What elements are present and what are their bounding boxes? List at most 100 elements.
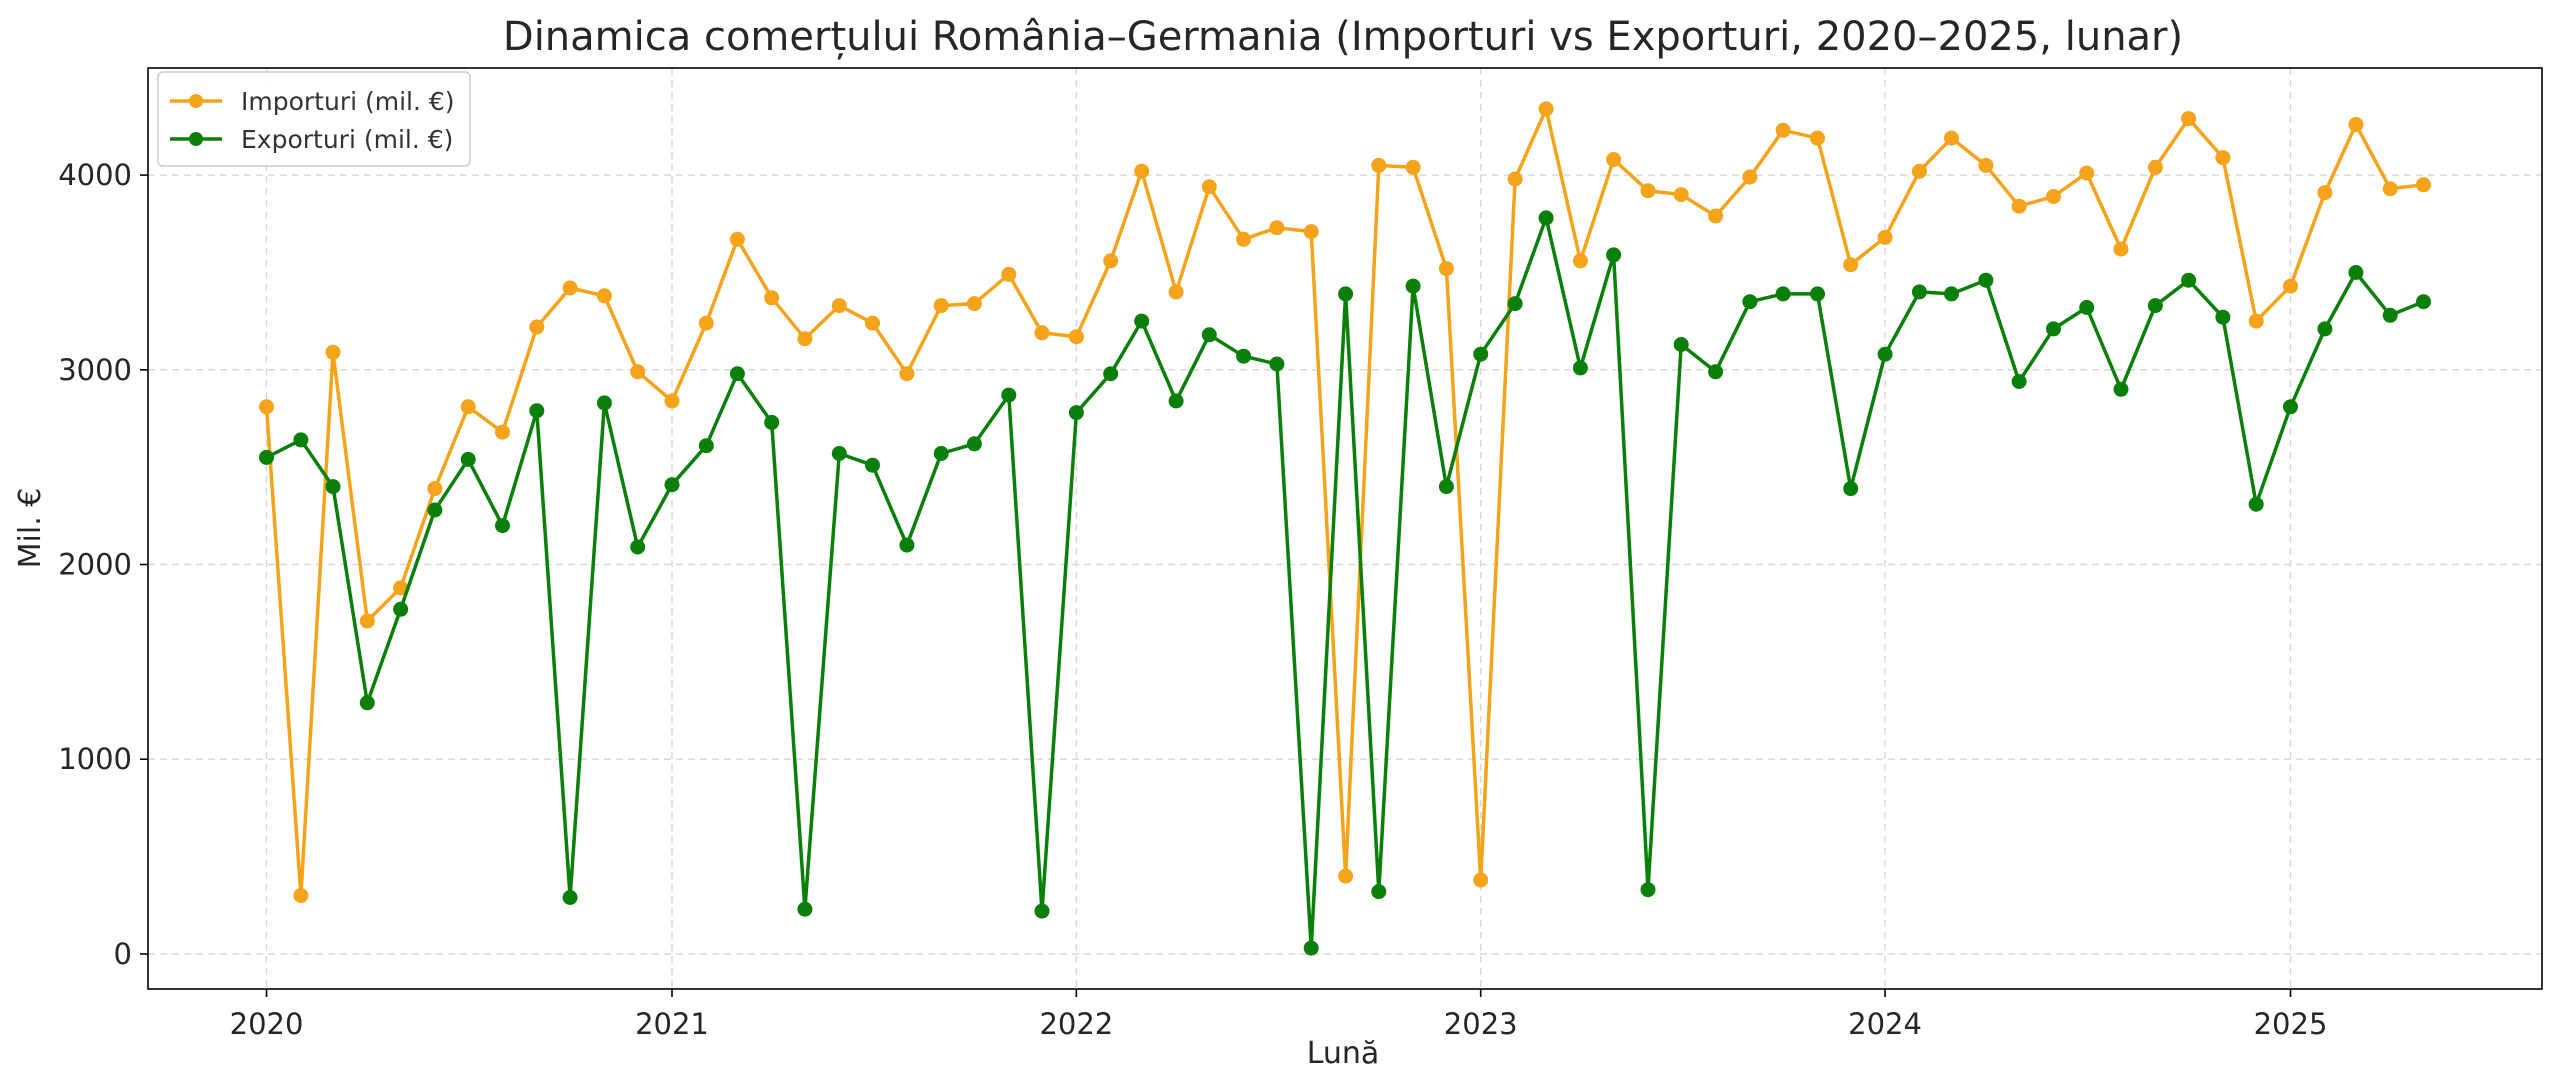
data-point-exports bbox=[865, 457, 880, 473]
x-tick-label: 2022 bbox=[1039, 1007, 1113, 1041]
data-point-exports bbox=[1001, 387, 1017, 403]
data-point-exports bbox=[729, 366, 745, 382]
data-point-imports bbox=[596, 288, 612, 304]
plot-frame bbox=[147, 67, 2543, 990]
data-point-exports bbox=[1236, 348, 1252, 364]
data-point-imports bbox=[293, 888, 309, 903]
y-tick-label: 4000 bbox=[58, 158, 132, 192]
y-axis-label: Mil. € bbox=[13, 488, 48, 569]
data-point-exports bbox=[1742, 294, 1758, 310]
x-axis-label: Lună bbox=[1307, 1036, 1380, 1071]
x-tick-label: 2021 bbox=[635, 1007, 709, 1041]
data-point-imports bbox=[1338, 868, 1354, 884]
legend-marker-exports bbox=[189, 132, 203, 146]
data-point-imports bbox=[393, 580, 409, 596]
data-point-imports bbox=[1371, 157, 1387, 173]
data-point-exports bbox=[1068, 405, 1084, 421]
data-point-exports bbox=[1911, 284, 1927, 300]
data-point-exports bbox=[1371, 884, 1387, 900]
data-point-imports bbox=[1877, 229, 1893, 245]
data-point-imports bbox=[797, 331, 813, 347]
data-point-imports bbox=[764, 290, 780, 306]
legend-label-exports: Exporturi (mil. €) bbox=[241, 125, 453, 154]
data-point-imports bbox=[966, 296, 982, 312]
data-point-imports bbox=[1507, 171, 1523, 187]
data-point-imports bbox=[460, 399, 476, 415]
data-point-imports bbox=[933, 298, 949, 314]
data-point-exports bbox=[1708, 364, 1724, 380]
data-point-exports bbox=[1810, 286, 1825, 302]
data-point-imports bbox=[729, 231, 745, 247]
data-point-imports bbox=[1708, 208, 1724, 224]
data-point-imports bbox=[1168, 284, 1184, 300]
data-point-exports bbox=[1507, 296, 1523, 312]
data-point-imports bbox=[1405, 159, 1421, 175]
y-tick-label: 0 bbox=[114, 937, 132, 971]
data-point-exports bbox=[797, 901, 813, 917]
data-point-exports bbox=[2382, 307, 2398, 323]
data-point-exports bbox=[1168, 393, 1184, 409]
data-point-imports bbox=[1473, 872, 1489, 888]
data-point-imports bbox=[1606, 152, 1622, 167]
data-point-imports bbox=[2215, 150, 2231, 166]
y-axis-ticks: 0 1000 2000 3000 4000 bbox=[58, 158, 148, 971]
data-point-exports bbox=[2147, 298, 2163, 314]
data-point-imports bbox=[1843, 257, 1859, 273]
data-point-exports bbox=[2079, 300, 2095, 315]
data-point-imports bbox=[495, 424, 510, 440]
data-point-exports bbox=[460, 451, 476, 467]
data-point-imports bbox=[1303, 224, 1319, 240]
data-point-imports bbox=[1103, 253, 1119, 269]
data-point-exports bbox=[2215, 309, 2231, 325]
data-point-exports bbox=[259, 449, 274, 465]
data-point-imports bbox=[359, 613, 375, 629]
data-point-exports bbox=[764, 414, 780, 430]
data-point-imports bbox=[1236, 231, 1252, 247]
data-point-imports bbox=[562, 280, 578, 296]
data-point-exports bbox=[899, 537, 915, 553]
data-point-imports bbox=[2416, 177, 2431, 193]
data-point-exports bbox=[1572, 360, 1588, 376]
data-point-imports bbox=[427, 481, 443, 497]
data-point-imports bbox=[1572, 253, 1588, 269]
data-point-exports bbox=[2283, 399, 2298, 415]
data-point-imports bbox=[899, 366, 915, 382]
data-point-exports bbox=[1473, 346, 1489, 362]
data-point-imports bbox=[2382, 181, 2398, 197]
data-point-imports bbox=[1673, 187, 1689, 203]
data-point-imports bbox=[2283, 278, 2298, 294]
x-tick-label: 2020 bbox=[230, 1007, 304, 1041]
data-point-imports bbox=[831, 298, 847, 314]
data-point-imports bbox=[1269, 220, 1285, 236]
data-point-imports bbox=[325, 344, 341, 360]
x-tick-label: 2024 bbox=[1848, 1007, 1922, 1041]
data-point-imports bbox=[2348, 117, 2364, 132]
data-point-exports bbox=[596, 395, 612, 411]
data-point-exports bbox=[2248, 496, 2264, 512]
x-tick-label: 2023 bbox=[1444, 1007, 1518, 1041]
data-point-imports bbox=[1810, 130, 1825, 146]
x-tick-label: 2025 bbox=[2254, 1007, 2328, 1041]
data-point-imports bbox=[2248, 313, 2264, 329]
data-point-imports bbox=[630, 364, 646, 380]
data-point-exports bbox=[1201, 327, 1217, 343]
data-point-exports bbox=[933, 446, 949, 461]
data-point-imports bbox=[1538, 101, 1554, 117]
series-layer bbox=[259, 101, 2431, 956]
data-point-exports bbox=[2046, 321, 2061, 337]
series-line-imports bbox=[264, 107, 2424, 898]
data-point-exports bbox=[2416, 294, 2431, 310]
data-point-exports bbox=[2181, 272, 2197, 288]
data-point-exports bbox=[2317, 321, 2333, 337]
data-point-exports bbox=[1843, 481, 1859, 497]
data-point-exports bbox=[562, 890, 578, 905]
y-tick-label: 1000 bbox=[58, 742, 132, 776]
y-tick-label: 2000 bbox=[58, 548, 132, 582]
data-point-exports bbox=[1103, 366, 1119, 382]
data-point-exports bbox=[1877, 346, 1893, 362]
data-point-imports bbox=[1068, 329, 1084, 345]
legend: Importuri (mil. €) Exporturi (mil. €) bbox=[157, 71, 471, 167]
data-point-exports bbox=[1673, 337, 1689, 352]
data-point-exports bbox=[495, 518, 510, 534]
